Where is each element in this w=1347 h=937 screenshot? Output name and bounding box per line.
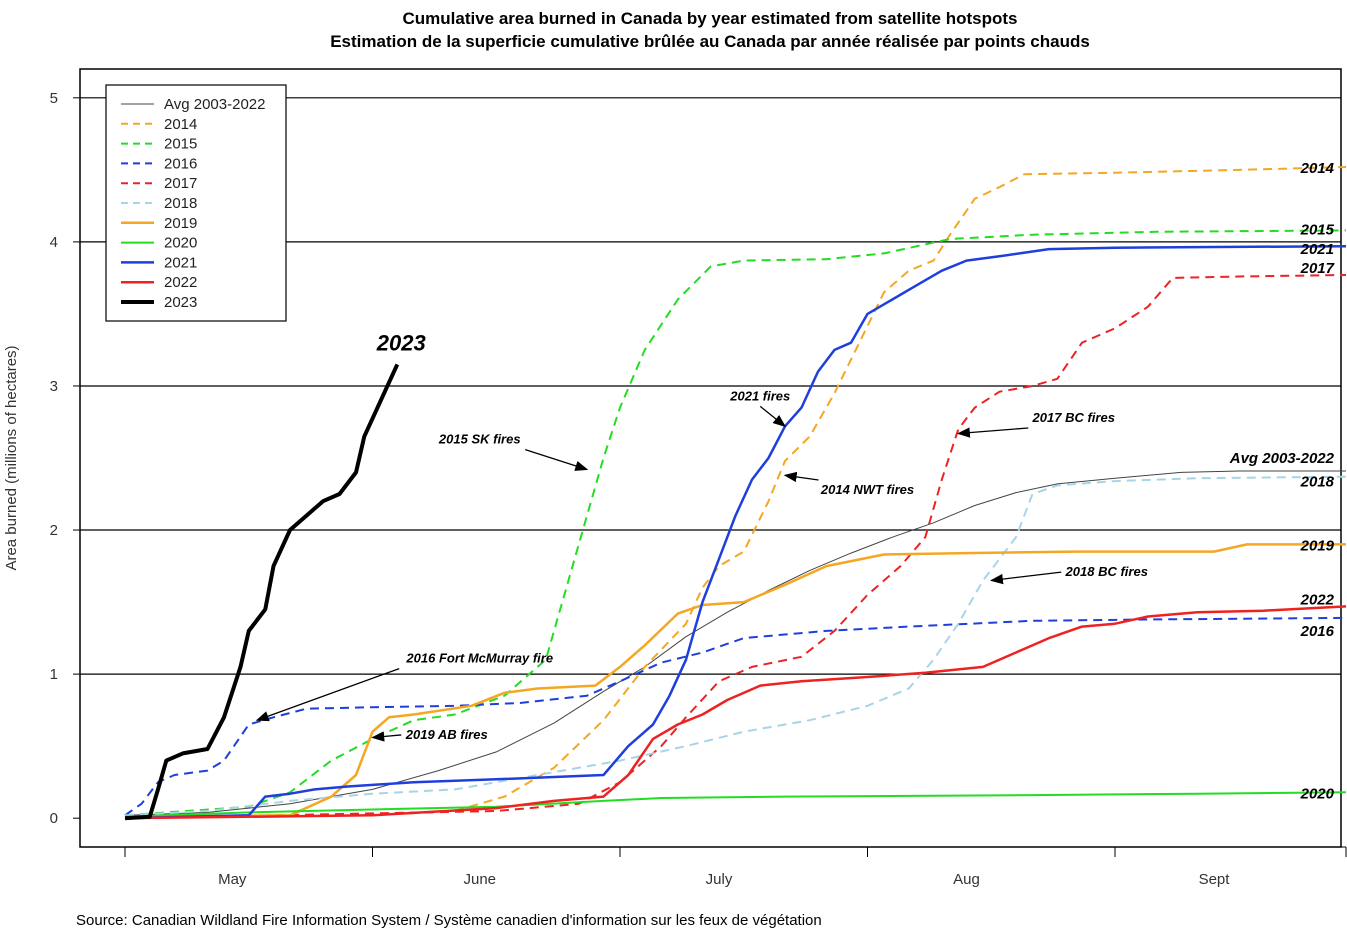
series-end-label: 2015 [1300,221,1335,238]
series-end-label: Avg 2003-2022 [1229,450,1335,467]
annotation-label: 2015 SK fires [438,432,521,447]
annotation-arrow [255,667,400,722]
series-line-2018 [124,475,1347,817]
y-axis-label: Area burned (millions of hectares) [3,345,20,570]
y-tick-label: 0 [50,810,58,827]
annotation-arrow [759,405,787,428]
series-line-2015 [124,229,1347,817]
annotation-label: 2016 Fort McMurray fire [405,651,553,666]
series-line-2020 [124,791,1347,818]
legend-entry: 2014 [164,116,197,133]
y-tick-label: 1 [50,666,58,683]
x-tick-label: June [463,871,496,888]
annotation-arrow [525,448,589,471]
series-end-label: 2019 [1300,537,1335,554]
series-line-2023 [124,363,400,821]
y-tick-label: 3 [50,378,58,395]
series-end-label: 2014 [1300,160,1335,177]
x-tick-label: July [706,871,733,888]
series-end-label: 2023 [376,330,426,355]
series-end-label: 2016 [1300,623,1335,640]
annotation-label: 2018 BC fires [1065,564,1148,579]
annotation-label: 2014 NWT fires [820,482,914,497]
source-note: Source: Canadian Wildland Fire Informati… [76,912,822,929]
chart-title-french: Estimation de la superficie cumulative b… [330,32,1090,51]
y-tick-label: 4 [50,234,58,251]
series-line-2021 [124,244,1347,820]
legend-entry: Avg 2003-2022 [164,96,265,113]
x-tick-label: Sept [1199,871,1231,888]
series-line-2016 [124,616,1347,817]
series-end-label: 2022 [1300,591,1335,608]
legend-entry: 2016 [164,155,197,172]
legend-entry: 2019 [164,215,197,232]
annotation-arrow [956,427,1029,438]
chart-title-english: Cumulative area burned in Canada by year… [402,9,1018,28]
legend-entry: 2022 [164,274,197,291]
series-line-2022 [124,605,1347,820]
legend-entry: 2020 [164,235,197,252]
annotation-label: 2017 BC fires [1032,410,1115,425]
y-tick-label: 5 [50,90,58,107]
legend-entry: 2023 [164,294,197,311]
legend-entry: 2017 [164,175,197,192]
annotation-label: 2021 fires [729,388,790,403]
x-tick-label: May [218,871,247,888]
series-end-label: 2018 [1300,474,1335,491]
legend-entry: 2018 [164,195,197,212]
annotation-arrow [989,571,1062,585]
series-end-label: 2017 [1300,260,1335,277]
series-line-avg-2003-2022 [124,470,1346,816]
y-tick-label: 2 [50,522,58,539]
legend-entry: 2021 [164,254,197,271]
x-tick-label: Aug [953,871,980,888]
series-end-label: 2020 [1300,785,1335,802]
series-line-2019 [124,543,1346,818]
legend-entry: 2015 [164,136,197,153]
annotation-label: 2019 AB fires [405,727,488,742]
series-line-2017 [124,274,1347,820]
annotation-arrow [371,731,402,742]
series-end-label: 2021 [1300,241,1334,258]
annotation-arrow [783,471,819,483]
series-line-2014 [124,166,1347,818]
